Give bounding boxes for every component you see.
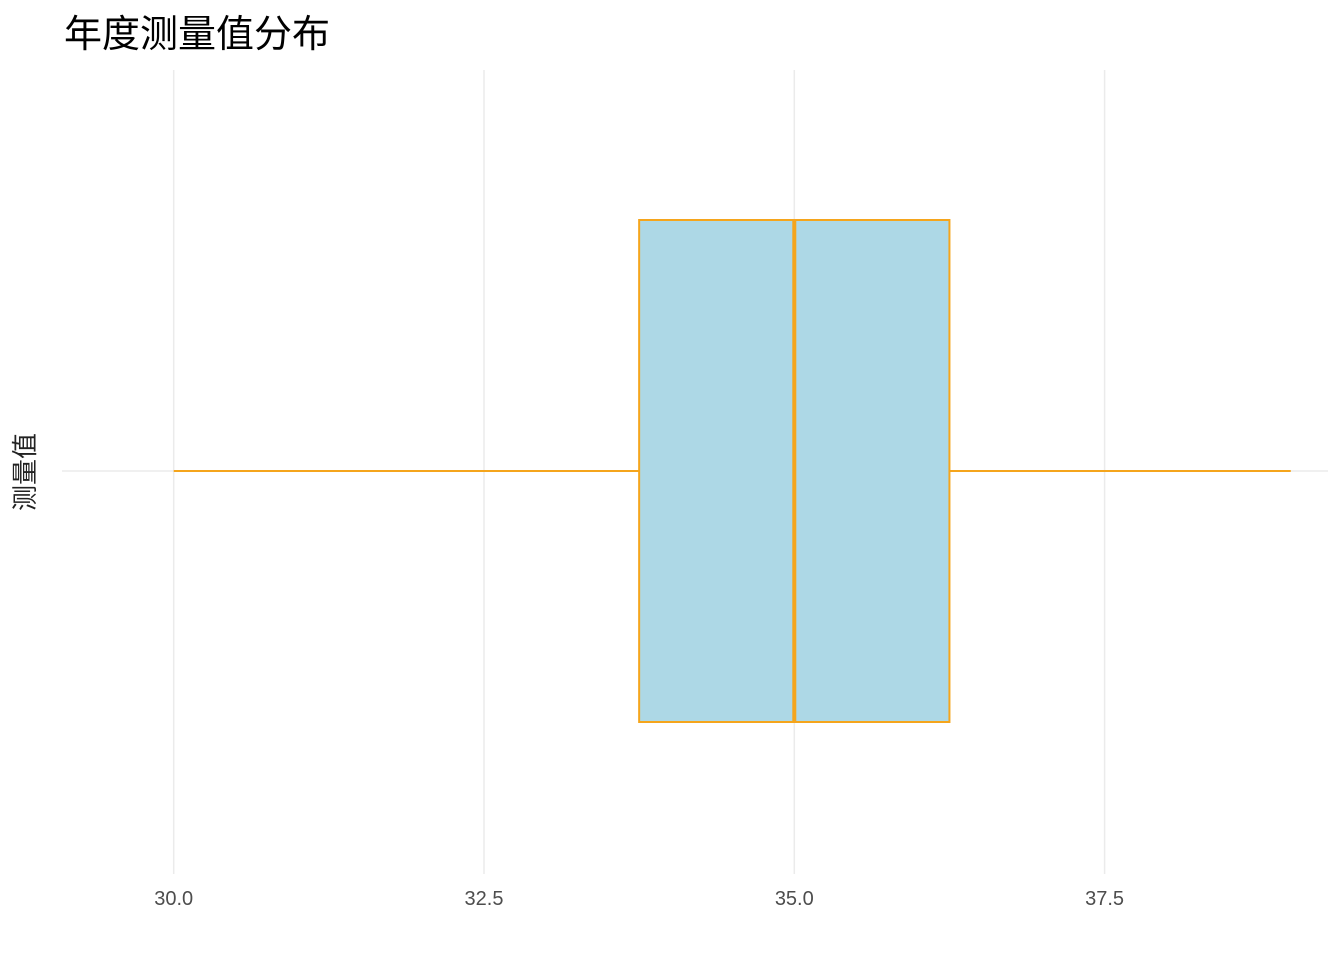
x-tick-label: 37.5 xyxy=(1085,888,1124,910)
x-tick-label: 30.0 xyxy=(154,888,193,910)
chart-title: 年度测量值分布 xyxy=(64,12,330,56)
x-axis-ticks: 30.0 32.5 35.0 37.5 xyxy=(154,888,1124,910)
y-axis-title: 测量值 xyxy=(11,433,41,511)
boxplot xyxy=(173,219,1291,723)
x-tick-label: 35.0 xyxy=(775,888,814,910)
x-tick-label: 32.5 xyxy=(465,888,504,910)
